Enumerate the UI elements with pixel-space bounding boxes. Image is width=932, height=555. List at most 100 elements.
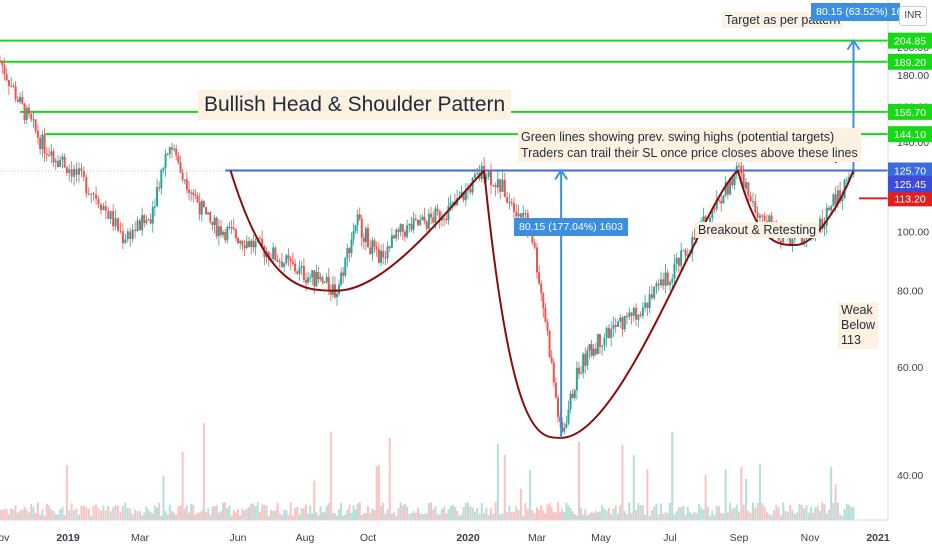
- candle-body: [546, 321, 549, 332]
- candle-body: [408, 224, 411, 226]
- candle-body: [192, 192, 195, 195]
- candle-body: [664, 272, 667, 286]
- volume-bar: [338, 509, 341, 520]
- volume-bar: [14, 505, 17, 520]
- volume-bar: [276, 502, 279, 520]
- candle-body: [34, 119, 37, 131]
- volume-bar: [563, 512, 566, 520]
- volume-bar: [540, 504, 543, 520]
- candle-body: [173, 148, 176, 150]
- candle-body: [544, 308, 547, 322]
- candle-body: [839, 190, 842, 202]
- candle-body: [183, 179, 186, 181]
- candle-body: [738, 165, 740, 167]
- volume-bar: [45, 503, 48, 520]
- volume-bar: [153, 505, 156, 520]
- candle-body: [39, 137, 42, 150]
- volume-bar: [680, 507, 683, 520]
- candle-body: [744, 182, 747, 189]
- volume-bar: [812, 512, 815, 520]
- volume-bar: [54, 513, 57, 520]
- volume-bar: [519, 488, 522, 520]
- volume-bar: [211, 506, 214, 520]
- volume-bar: [170, 510, 173, 520]
- volume-bar: [432, 509, 435, 520]
- volume-bar: [492, 513, 495, 520]
- volume-bar: [360, 514, 363, 520]
- candle-body: [99, 204, 102, 211]
- volume-bar: [508, 505, 511, 520]
- weak-below-note: Weak Below 113: [838, 302, 879, 349]
- candle-body: [56, 160, 59, 167]
- candle-body: [215, 217, 218, 237]
- volume-bar: [453, 507, 456, 520]
- candle-body: [14, 86, 17, 100]
- volume-bar: [538, 509, 541, 520]
- candle-body: [234, 229, 237, 238]
- volume-bar: [460, 514, 463, 520]
- volume-bar: [735, 504, 738, 520]
- volume-bar: [697, 503, 700, 520]
- candle-body: [632, 307, 635, 316]
- volume-bar: [693, 512, 696, 520]
- candle-body: [749, 195, 752, 202]
- candle-body: [677, 257, 680, 266]
- volume-bar: [321, 512, 324, 520]
- volume-bar: [490, 508, 492, 520]
- volume-bar: [375, 466, 378, 520]
- volume-bar: [657, 514, 660, 520]
- candle-body: [417, 219, 419, 226]
- candle-body: [393, 235, 396, 239]
- candle-body: [134, 229, 137, 232]
- volume-bar: [406, 506, 409, 520]
- volume-bar: [364, 512, 367, 520]
- candle-body: [554, 382, 557, 398]
- volume-bar: [80, 505, 83, 520]
- candle-body: [131, 229, 134, 240]
- candle-body: [68, 169, 71, 173]
- volume-bar: [443, 506, 446, 520]
- volume-bar: [499, 514, 502, 520]
- candle-body: [205, 207, 208, 215]
- x-tick-label: 2021: [866, 532, 890, 544]
- volume-bar: [830, 467, 833, 520]
- candle-body: [362, 237, 365, 243]
- candle-body: [735, 165, 738, 174]
- volume-bar: [612, 508, 615, 520]
- volume-bar: [772, 510, 775, 520]
- volume-bar: [73, 510, 76, 520]
- volume-bar: [447, 509, 450, 520]
- volume-bar: [836, 502, 839, 520]
- volume-bar: [569, 507, 572, 520]
- candle-body: [821, 218, 824, 229]
- candle-body: [720, 200, 723, 204]
- volume-bar: [380, 505, 383, 520]
- volume-bar: [272, 511, 275, 520]
- volume-bar: [700, 507, 703, 520]
- currency-badge[interactable]: INR: [899, 6, 927, 26]
- candle-body: [196, 195, 199, 203]
- candle-body: [371, 240, 374, 255]
- candle-body: [82, 171, 85, 178]
- volume-bar: [827, 509, 830, 520]
- volume-bar: [449, 505, 452, 520]
- volume-bar: [577, 441, 580, 520]
- candle-body: [635, 307, 638, 320]
- candle-body: [434, 208, 437, 223]
- candle-body: [145, 220, 148, 224]
- volume-bar: [77, 514, 80, 520]
- volume-bar: [646, 469, 649, 520]
- candle-body: [565, 423, 568, 428]
- volume-bar: [630, 512, 633, 520]
- candle-body: [462, 192, 465, 201]
- volume-bar: [747, 510, 750, 520]
- candle-body: [761, 215, 764, 217]
- volume-bar: [25, 509, 28, 520]
- volume-bar: [65, 465, 68, 520]
- candle-body: [185, 179, 188, 190]
- candle-body: [254, 241, 257, 248]
- candle-body: [329, 290, 332, 295]
- candle-body: [592, 348, 595, 356]
- volume-bar: [254, 506, 257, 520]
